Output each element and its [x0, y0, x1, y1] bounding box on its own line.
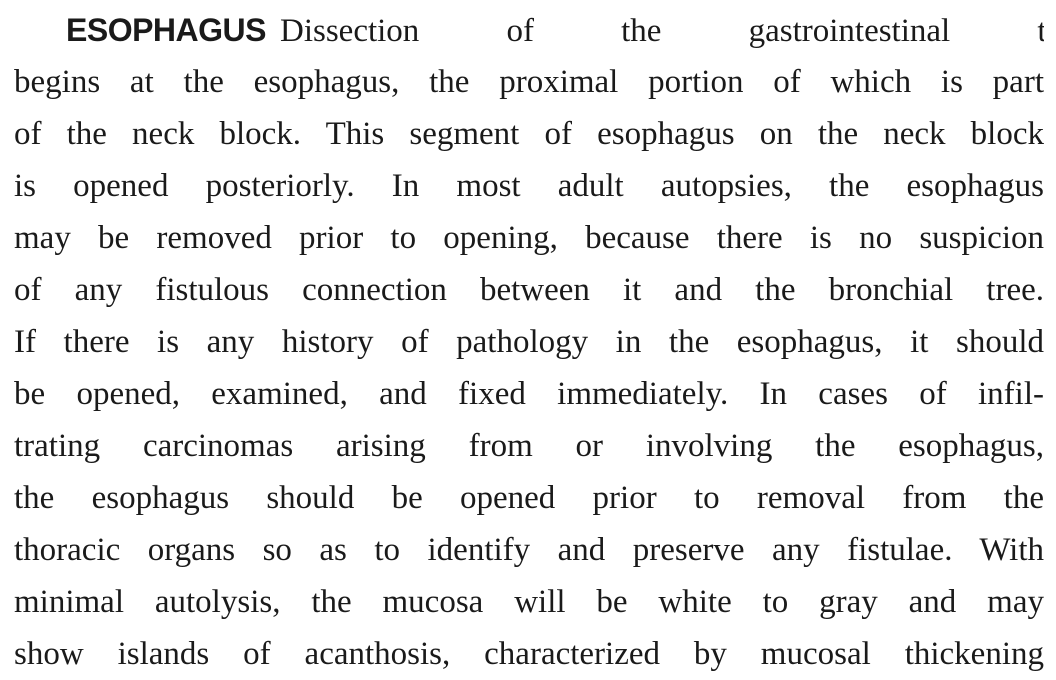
section-heading: ESOPHAGUS — [66, 12, 266, 48]
text-line-3: of the neck block. This segment of esoph… — [14, 116, 1044, 152]
text-line-7: If there is any history of pathology in … — [14, 324, 1044, 360]
text-line-11: thoracic organs so as to identify and pr… — [14, 532, 1044, 568]
text-line-5: may be removed prior to opening, because… — [14, 220, 1044, 256]
line-text-1: Dissection of the gastrointestinal tract — [279, 13, 1044, 49]
text-line-1: ESOPHAGUS Dissection of the gastrointesti… — [14, 4, 1044, 56]
text-line-8: be opened, examined, and fixed immediate… — [14, 376, 1044, 412]
text-line-9: trating carcinomas arising from or invol… — [14, 428, 1044, 464]
text-line-13: show islands of acanthosis, characterize… — [14, 636, 1044, 672]
text-line-6: of any fistulous connection between it a… — [14, 272, 1044, 308]
text-line-2: begins at the esophagus, the proximal po… — [14, 64, 1044, 100]
document-page: ESOPHAGUS Dissection of the gastrointesti… — [14, 4, 1044, 680]
text-line-10: the esophagus should be opened prior to … — [14, 480, 1044, 516]
text-line-12: minimal autolysis, the mucosa will be wh… — [14, 584, 1044, 620]
text-line-4: is opened posteriorly. In most adult aut… — [14, 168, 1044, 204]
